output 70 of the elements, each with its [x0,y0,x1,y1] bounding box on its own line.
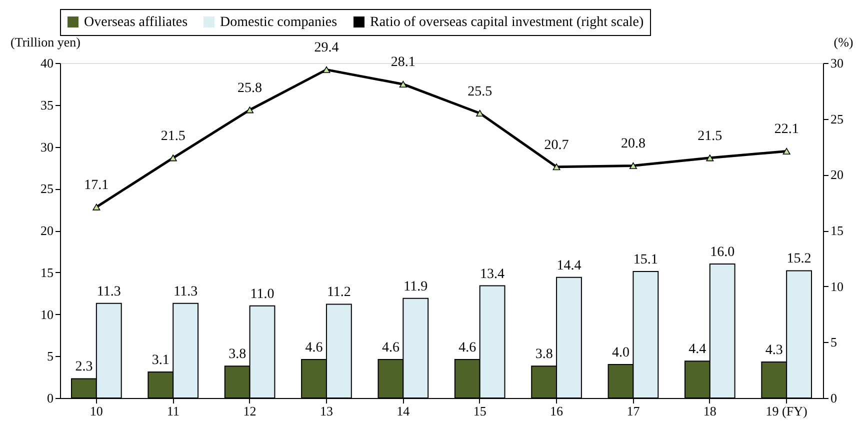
data-label: 4.6 [305,340,323,356]
x-tick-label: 13 [320,404,333,418]
y-tick-label: 15 [40,264,54,280]
data-label: 15.1 [633,252,658,268]
data-label: 20.7 [544,138,569,153]
data-label: 11.2 [326,285,351,300]
point [552,164,560,170]
data-label: 2.3 [75,360,93,375]
data-label: 4.6 [382,340,400,356]
data-label: 25.5 [468,84,492,100]
legend-label: Ratio of overseas capital investment (right scale) [370,15,644,30]
y-tick-label: 30 [40,139,54,154]
y-tick-label: 40 [40,56,54,70]
data-label: 16.0 [710,245,735,260]
data-label: 3.8 [535,347,553,362]
x-tick-label: 10 [90,404,103,418]
legend-label: Overseas affiliates [84,15,188,30]
y2-tick-label: 0 [830,390,837,406]
x-tick-label: 15 [473,404,486,418]
data-label: 4.6 [458,340,476,356]
x-tick-label: 18 [703,404,716,418]
y-tick-label: 35 [40,97,54,112]
data-label: 3.1 [152,353,170,368]
data-label: 15.2 [786,252,812,267]
data-label: 29.4 [314,40,339,56]
point [92,204,100,210]
x-tick-label: 17 [626,404,640,418]
data-label: 3.8 [228,347,246,362]
data-label: 25.8 [238,80,262,96]
data-label: 14.4 [556,258,582,274]
y2-tick-label: 20 [830,167,844,182]
x-tick-label: 11 [166,404,180,418]
point [782,148,790,155]
y2-tick-label: 10 [830,278,844,294]
data-label: 22.1 [774,122,799,138]
point [399,80,407,88]
y-tick-label: 25 [40,181,54,196]
data-label: 17.1 [84,178,109,194]
y-tick-label: 5 [47,348,54,364]
point [706,154,714,162]
point [169,154,177,162]
data-label: 4.3 [765,342,783,358]
data-label: 11.3 [174,284,198,300]
y2-tick-label: 30 [830,56,844,70]
legend-label: Domestic companies [220,15,338,30]
data-label: 20.8 [620,136,646,152]
y-tick-label: 20 [40,223,54,238]
y2-tick-label: 15 [830,223,844,238]
point [246,106,254,114]
y2-tick-label: 25 [830,111,844,126]
x-tick-label: 16 [550,404,564,418]
data-label: 21.5 [160,128,186,144]
y-axis-title: (Trillion yen) [10,34,80,50]
data-label: 4.4 [688,342,706,358]
point [629,162,637,170]
data-label: 4.0 [612,346,630,360]
y-tick-label: 10 [40,306,54,322]
y2-tick-label: 5 [830,334,837,350]
y-tick-label: 0 [47,390,54,406]
point [322,66,330,74]
data-label: 11.9 [404,279,428,294]
data-label: 21.5 [698,128,722,144]
data-label: 28.1 [390,55,416,70]
y2-axis-title: (%) [834,34,854,50]
data-label: 13.4 [480,266,505,282]
data-label: 11.3 [96,284,121,300]
x-tick-label: 19 (FY) [766,404,808,418]
x-tick-label: 12 [243,404,256,418]
data-label: 11.0 [250,286,274,302]
x-tick-label: 14 [396,404,410,418]
